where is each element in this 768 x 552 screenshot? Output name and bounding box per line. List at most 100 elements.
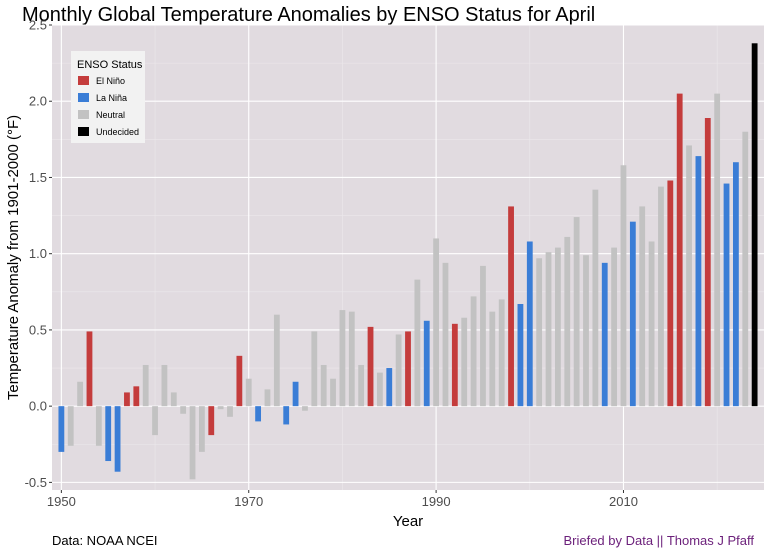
y-tick-label: -0.5 <box>25 475 47 490</box>
bar-2015 <box>667 180 674 407</box>
legend-key <box>78 127 89 136</box>
bar-1969 <box>236 355 243 407</box>
chart-title: Monthly Global Temperature Anomalies by … <box>22 4 595 26</box>
bar-2016 <box>676 93 683 407</box>
legend-title: ENSO Status <box>77 59 143 71</box>
y-tick-label: 2.0 <box>29 94 47 109</box>
bar-2023 <box>742 131 749 407</box>
y-tick-label: 0.0 <box>29 399 47 414</box>
bar-1985 <box>386 368 393 407</box>
bar-1974 <box>283 406 290 425</box>
x-tick-label: 1950 <box>47 494 76 509</box>
y-tick-label: 2.5 <box>29 18 47 33</box>
bar-1993 <box>461 317 468 407</box>
bar-1996 <box>489 311 496 407</box>
bar-2020 <box>714 93 721 407</box>
bar-2018 <box>695 156 702 407</box>
bar-1964 <box>189 406 196 480</box>
bar-1967 <box>217 406 224 410</box>
bar-1968 <box>227 406 233 417</box>
legend-label: Undecided <box>96 127 139 137</box>
bar-1966 <box>208 406 215 436</box>
bar-1987 <box>405 331 411 407</box>
bar-2001 <box>536 258 543 407</box>
legend-label: La Niña <box>96 93 127 103</box>
bar-2013 <box>648 241 655 407</box>
y-tick-label: 1.0 <box>29 246 47 261</box>
author-credit: Briefed by Data || Thomas J Pfaff <box>563 533 754 548</box>
plot-panel <box>52 25 764 490</box>
bar-2010 <box>620 165 627 407</box>
y-axis-label: Temperature Anomaly from 1901-2000 (°F) <box>5 115 22 400</box>
legend-key <box>78 76 89 85</box>
bar-1998 <box>508 206 514 407</box>
bar-2006 <box>583 255 589 407</box>
bar-1980 <box>339 310 346 407</box>
bar-1971 <box>255 406 262 422</box>
bar-1989 <box>423 320 430 407</box>
bar-1977 <box>311 331 318 407</box>
y-tick-label: 1.5 <box>29 170 47 185</box>
bar-1950 <box>58 406 65 452</box>
bar-2000 <box>526 241 533 407</box>
legend-label: El Niño <box>96 76 125 86</box>
bar-1979 <box>330 378 336 407</box>
bar-1954 <box>95 406 102 446</box>
bar-1990 <box>433 238 440 407</box>
x-tick-label: 1990 <box>422 494 451 509</box>
bar-1992 <box>451 323 458 407</box>
bar-1952 <box>77 381 84 407</box>
bar-2009 <box>611 247 618 407</box>
bar-1953 <box>86 331 93 407</box>
bar-2008 <box>601 262 608 407</box>
bar-1962 <box>170 392 177 407</box>
bar-1984 <box>376 372 383 407</box>
bar-2022 <box>732 162 739 407</box>
data-source: Data: NOAA NCEI <box>52 533 158 548</box>
bar-1976 <box>302 406 308 411</box>
bar-2002 <box>545 252 552 407</box>
bar-1958 <box>133 386 140 407</box>
bar-2017 <box>686 145 692 407</box>
bar-2021 <box>723 183 730 407</box>
bar-1951 <box>67 406 74 446</box>
bar-2024 <box>751 43 758 407</box>
bar-1981 <box>348 311 355 407</box>
bar-1965 <box>198 406 205 452</box>
bar-1975 <box>292 381 299 407</box>
bar-2003 <box>554 247 561 407</box>
legend-label: Neutral <box>96 110 125 120</box>
bar-2005 <box>573 217 580 407</box>
legend: ENSO Status El Niño La Niña Neutral Undecid… <box>71 51 145 143</box>
bar-1970 <box>245 378 252 407</box>
bar-series <box>58 43 758 480</box>
bar-1959 <box>142 364 149 407</box>
bar-1955 <box>105 406 112 462</box>
bar-1997 <box>498 299 505 407</box>
bar-2007 <box>592 189 599 407</box>
x-axis-label: Year <box>393 513 423 530</box>
bar-1991 <box>442 262 449 407</box>
x-tick-label: 2010 <box>609 494 638 509</box>
bar-1963 <box>180 406 187 414</box>
y-tick-label: 0.5 <box>29 322 47 337</box>
bar-1972 <box>264 389 271 407</box>
bar-1995 <box>480 265 486 407</box>
bar-2019 <box>704 118 711 407</box>
bar-2004 <box>564 236 571 407</box>
bar-1994 <box>470 296 477 407</box>
bar-1956 <box>114 406 121 472</box>
legend-key <box>78 93 89 102</box>
bar-1986 <box>395 334 402 407</box>
bar-1988 <box>414 279 421 407</box>
x-tick-label: 1970 <box>234 494 263 509</box>
bar-1961 <box>161 364 168 407</box>
bar-1973 <box>273 314 280 407</box>
bar-1999 <box>517 304 524 407</box>
bar-1978 <box>320 364 327 407</box>
bar-1983 <box>367 326 374 407</box>
bar-2011 <box>629 221 636 407</box>
axes: -0.5 0.0 0.5 1.0 1.5 2.0 2.5 1950 1970 1990 2010 <box>25 18 638 510</box>
legend-key <box>78 110 89 119</box>
